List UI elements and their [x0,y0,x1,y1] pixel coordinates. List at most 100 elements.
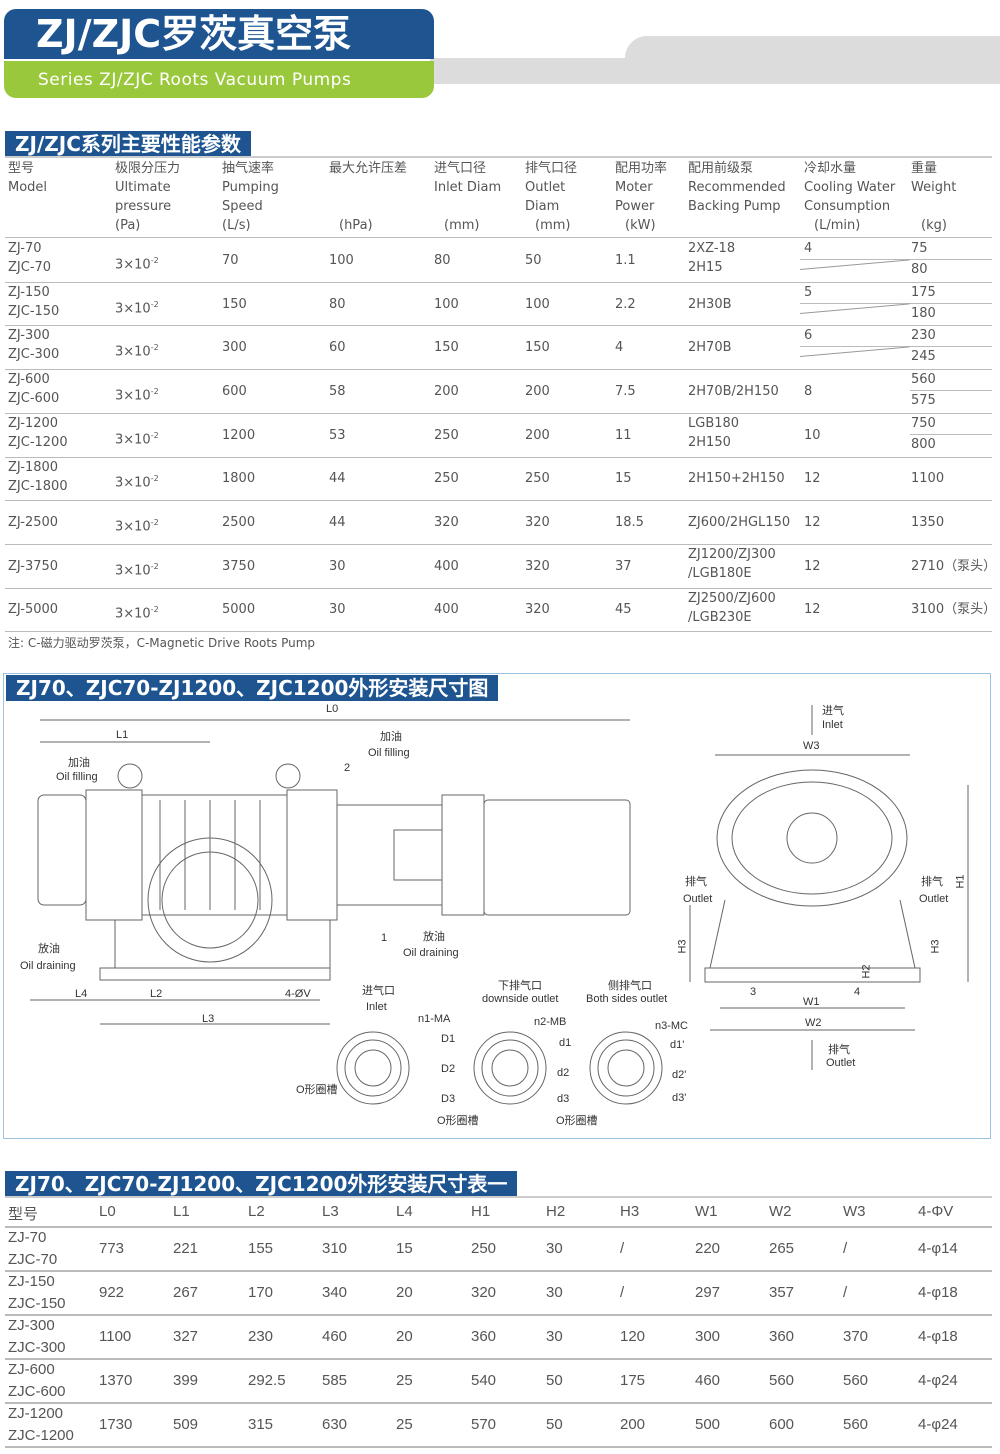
dp-cell: 30 [329,602,346,618]
backing-pump-cell: 2H15 [688,260,723,275]
perf-header-cell: Backing Pump [688,199,781,214]
ultimate-pressure-cell: 3×10-2 [115,513,159,536]
flange-downside [473,1031,547,1105]
divider [5,1196,992,1198]
cooling-water-cell: 12 [804,515,821,531]
drawing-label: L2 [150,988,163,1000]
drawing-label: L3 [202,1013,215,1025]
weight-cell: 75 [911,241,928,256]
dims-header-cell: L1 [173,1203,190,1220]
model-cell: ZJC-70 [8,260,52,275]
dims-cell: 155 [248,1240,274,1257]
drawing-label: 进气口 [362,985,395,997]
model-cell: ZJC-300 [8,1339,66,1356]
dims-header-cell: H2 [546,1203,566,1220]
model-cell: ZJC-150 [8,1295,66,1312]
exponent: -2 [150,430,159,440]
dims-cell: 460 [695,1372,721,1389]
dims-cell: 4-φ14 [918,1240,958,1257]
drawing-label: 侧排气口 [608,980,652,992]
base: 3×10 [115,388,151,404]
dims-cell: 15 [396,1240,413,1257]
dims-cell: 399 [173,1372,199,1389]
model-cell: ZJ-300 [8,328,50,344]
perf-section-title: ZJ/ZJC系列主要性能参数 [5,131,251,157]
perf-header-cell: pressure [115,199,172,214]
dims-cell: 297 [695,1284,721,1301]
dp-cell: 53 [329,427,346,443]
model-cell: ZJC-300 [8,347,60,363]
outlet-cell: 320 [525,602,550,618]
dims-cell: 30 [546,1240,563,1257]
outlet-cell: 200 [525,383,550,399]
drawing-label: H2 [860,964,873,979]
dims-cell: 4-φ24 [918,1416,958,1433]
dims-cell: 560 [843,1372,869,1389]
drawing-label: 加油 [68,757,90,769]
drawing-label: Outlet [826,1057,856,1069]
model-cell: ZJ-70 [8,241,42,256]
backing-pump-cell: 2XZ-18 [688,241,736,256]
dims-cell: 1100 [99,1328,132,1345]
cooling-water-cell: 12 [804,602,821,618]
base: 3×10 [115,257,151,273]
dims-cell: 1730 [99,1416,133,1433]
dims-header-cell: L3 [322,1203,339,1220]
divider [5,1314,992,1316]
exponent: -2 [150,561,159,571]
banner-gray [430,58,1000,84]
drawing-label: d3' [672,1092,687,1104]
dp-cell: 60 [329,340,346,356]
perf-header-cell: 抽气速率 [222,161,275,176]
divider [5,369,992,371]
model-cell: ZJ-1200 [8,1405,64,1422]
model-cell: ZJC-1800 [8,478,68,494]
drawing-section-title: ZJ70、ZJC70-ZJ1200、ZJC1200外形安装尺寸图 [6,675,499,701]
cooling-water-cell: 6 [804,328,813,344]
drawing-label: Oil filling [368,747,410,759]
dims-header-cell: 型号 [8,1206,39,1223]
drawing-label: Oil draining [20,960,76,972]
backing-pump-cell: 2H70B [688,340,732,356]
dims-cell: 221 [173,1240,199,1257]
dims-cell: 170 [248,1284,274,1301]
speed-cell: 70 [222,252,239,268]
drawing-label: O形圈槽 [296,1084,338,1096]
backing-pump-cell: 2H150 [688,434,731,450]
subtitle-bar [4,61,434,98]
drawing-frame [3,673,991,1139]
drawing-label: d1' [670,1039,685,1051]
drawing-label: 进气 [822,705,844,717]
dims-cell: 540 [471,1372,497,1389]
drawing-label: 1 [381,932,388,944]
weight-cell: 560 [911,372,936,388]
backing-pump-cell: ZJ600/2HGL150 [688,515,791,531]
power-cell: 18.5 [615,515,644,531]
drawing-label: O形圈槽 [437,1115,479,1127]
drawing-label: Inlet [366,1001,387,1013]
dims-header-cell: 4-ΦV [918,1203,954,1220]
outlet-cell: 100 [525,296,550,312]
drawing-label: L0 [326,703,339,715]
drawing-label: 排气 [921,876,943,888]
outlet-cell: 250 [525,471,550,487]
inlet-cell: 400 [434,602,459,618]
exponent: -2 [150,343,159,353]
drawing-label: H1 [954,874,967,889]
weight-cell: 800 [911,436,936,452]
dims-cell: 773 [99,1240,125,1257]
dims-cell: 509 [173,1416,199,1433]
model-cell: ZJC-600 [8,1383,66,1400]
model-cell: ZJC-70 [8,1251,58,1268]
dims-cell: / [843,1284,848,1301]
weight-cell: 175 [911,284,936,300]
model-cell: ZJ-150 [8,1273,55,1290]
dims-cell: 500 [695,1416,721,1433]
exponent: -2 [150,255,159,265]
model-cell: ZJ-150 [8,284,50,300]
ultimate-pressure-cell: 3×10-2 [115,557,159,580]
dims-section-title: ZJ70、ZJC70-ZJ1200、ZJC1200外形安装尺寸表一 [5,1171,518,1197]
dims-cell: 20 [396,1284,413,1301]
dims-cell: 267 [173,1284,199,1301]
drawing-label: n3-MC [655,1020,689,1032]
